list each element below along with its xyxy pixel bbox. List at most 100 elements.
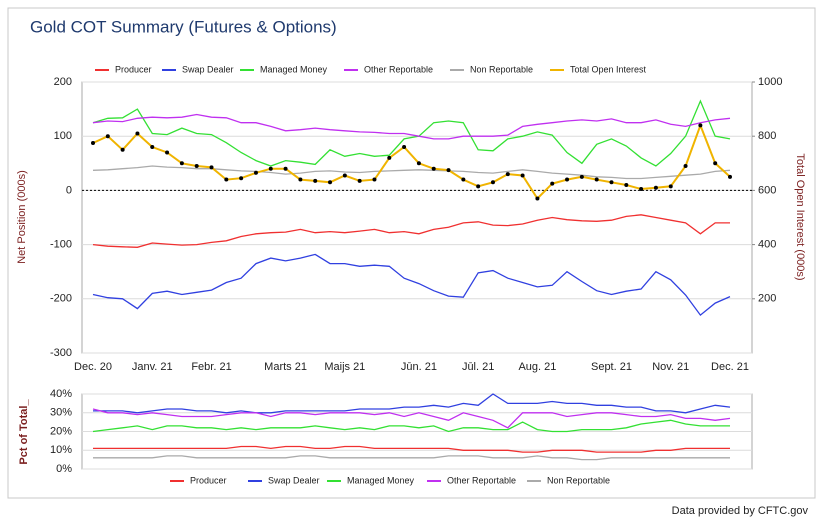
x-tick-label: Dec. 20 [74,361,112,373]
point-marker [150,145,155,150]
point-marker [683,164,688,169]
y-tick-label: 0 [66,184,72,196]
legend-label: Managed Money [260,64,328,74]
point-marker [713,161,718,166]
point-marker [120,147,125,152]
x-tick-label: Jūl. 21 [462,361,494,373]
y2-tick-label: 600 [758,184,776,196]
y-tick-label: 40% [50,388,72,400]
point-marker [209,165,214,170]
x-tick-label: Sept. 21 [591,361,632,373]
point-marker [165,150,170,155]
y2-tick-label: 800 [758,130,776,142]
point-marker [505,172,510,177]
point-marker [239,176,244,181]
point-marker [416,161,421,166]
x-tick-label: Janv. 21 [132,361,173,373]
point-marker [668,184,673,189]
legend-label: Other Reportable [447,475,516,485]
series-line [92,165,731,180]
point-marker [476,184,481,189]
legend-label: Producer [115,64,152,74]
legend-label: Total Open Interest [570,64,647,74]
x-tick-label: Maijs 21 [324,361,365,373]
point-marker [224,177,229,182]
x-tick-label: Aug. 21 [518,361,556,373]
point-marker [253,170,258,175]
legend-label: Non Reportable [470,64,533,74]
frame [7,7,816,499]
point-marker [135,131,140,136]
point-marker [653,185,658,190]
series-line [92,99,731,167]
legend-label: Other Reportable [364,64,433,74]
y-tick-label: 20% [50,425,72,437]
series-line [92,408,731,429]
y-tick-label: 100 [54,130,72,142]
point-marker [372,177,377,182]
point-marker [298,177,303,182]
y-tick-label: 200 [54,76,72,88]
point-marker [579,174,584,179]
y2-axis-title: Total Open Interest (000s) [794,153,806,280]
legend-label: Swap Dealer [182,64,234,74]
series-line [93,455,730,461]
point-marker [283,166,288,171]
legend-label: Swap Dealer [268,475,320,485]
point-marker [105,134,110,139]
legend-label: Non Reportable [547,475,610,485]
y-axis-title: Net Position (000s) [16,170,28,264]
point-marker [609,180,614,185]
y2-tick-label: 200 [758,293,776,305]
point-marker [313,178,318,183]
y-tick-label: -300 [50,347,72,359]
point-marker [698,123,703,128]
point-marker [490,180,495,185]
y-tick-label: 10% [50,444,72,456]
point-marker [91,140,95,145]
y-tick-label: -200 [50,293,72,305]
point-marker [639,187,644,192]
point-marker [446,168,451,173]
legend-label: Producer [190,475,227,485]
y-tick-label: 30% [50,407,72,419]
point-marker [520,173,525,178]
point-marker [357,178,362,183]
point-marker [387,155,392,160]
x-tick-label: Dec. 21 [711,361,749,373]
x-tick-label: Nov. 21 [652,361,689,373]
point-marker [624,182,629,187]
point-marker [268,166,273,171]
series-line [93,445,730,453]
point-marker [179,161,184,166]
source-note: Data provided by CFTC.gov [672,505,809,517]
point-marker [728,174,732,179]
y-axis-title: Pct of Total_ [18,399,30,465]
chart-title: Gold COT Summary (Futures & Options) [30,17,337,36]
y-tick-label: -100 [50,239,72,251]
point-marker [194,164,199,169]
series-line [92,419,730,433]
y2-tick-label: 1000 [758,76,782,88]
series-line [93,393,731,414]
point-marker [550,181,555,186]
series-line [92,214,730,248]
point-marker [565,177,570,182]
point-marker [535,196,540,201]
point-marker [342,173,347,178]
y-tick-label: 0% [56,463,72,475]
point-marker [328,180,333,185]
series-line [92,122,731,201]
series-line [92,253,731,317]
legend-label: Managed Money [347,475,415,485]
x-tick-label: Febr. 21 [191,361,231,373]
point-marker [402,145,407,150]
x-tick-label: Marts 21 [264,361,307,373]
series-line [92,113,731,140]
x-tick-label: Jūn. 21 [401,361,437,373]
point-marker [461,177,466,182]
point-marker [431,166,436,171]
y2-tick-label: 400 [758,239,776,251]
point-marker [594,177,599,182]
